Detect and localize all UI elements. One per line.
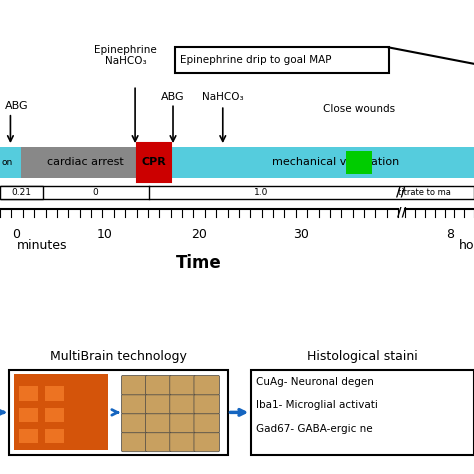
Text: Epinephrine
NaHCO₃: Epinephrine NaHCO₃ [94,45,157,66]
Bar [45,408,64,422]
FancyBboxPatch shape [170,432,195,452]
Text: 0: 0 [92,188,98,197]
Bar [19,386,38,401]
Text: ABG: ABG [5,101,28,111]
Text: Close wounds: Close wounds [323,104,395,114]
FancyBboxPatch shape [146,413,171,433]
Text: ABG: ABG [161,92,185,102]
Text: //: // [397,206,407,219]
Text: 30: 30 [293,228,309,240]
Text: mechanical ventilation: mechanical ventilation [272,157,399,167]
FancyBboxPatch shape [146,375,171,395]
Bar [21,147,149,178]
Text: minutes: minutes [17,239,67,252]
Bar [19,429,38,443]
Text: Gad67- GABA-ergic ne: Gad67- GABA-ergic ne [256,424,373,434]
Bar [0,186,474,199]
Bar [45,429,64,443]
Text: ho: ho [458,239,474,252]
Text: NaHCO₃: NaHCO₃ [202,92,244,102]
Bar [346,151,372,174]
FancyBboxPatch shape [194,375,219,395]
FancyBboxPatch shape [194,432,219,452]
FancyBboxPatch shape [121,413,147,433]
Text: 8: 8 [447,228,454,240]
Text: CPR: CPR [142,157,166,167]
FancyBboxPatch shape [170,394,195,414]
Bar [251,370,474,455]
Text: CuAg- Neuronal degen: CuAg- Neuronal degen [256,376,374,387]
Text: cardiac arrest: cardiac arrest [47,157,124,167]
Text: 20: 20 [191,228,207,240]
Bar [137,143,171,182]
FancyBboxPatch shape [194,394,219,414]
FancyBboxPatch shape [146,432,171,452]
Text: Time: Time [176,254,222,272]
FancyBboxPatch shape [170,375,195,395]
Bar [0,186,43,199]
Bar [14,374,108,450]
Text: MultiBrain technology: MultiBrain technology [50,350,187,363]
Text: on: on [1,158,13,167]
Text: 0: 0 [13,228,20,240]
FancyBboxPatch shape [121,432,147,452]
FancyBboxPatch shape [121,394,147,414]
Bar [175,47,389,73]
FancyBboxPatch shape [194,413,219,433]
Text: Iba1- Microglial activati: Iba1- Microglial activati [256,400,378,410]
Text: Histological staini: Histological staini [307,350,418,363]
Bar [45,386,64,401]
Bar [19,408,38,422]
Bar [9,370,228,455]
FancyBboxPatch shape [170,413,195,433]
FancyBboxPatch shape [146,394,171,414]
FancyBboxPatch shape [121,375,147,395]
Text: 10: 10 [96,228,112,240]
Text: Epinephrine drip to goal MAP: Epinephrine drip to goal MAP [180,55,332,65]
Text: titrate to ma: titrate to ma [398,188,451,197]
Text: 0.21: 0.21 [11,188,31,197]
Bar [0,147,21,178]
Text: 1.0: 1.0 [254,188,268,197]
Text: //: // [396,186,405,199]
Bar [149,147,474,178]
